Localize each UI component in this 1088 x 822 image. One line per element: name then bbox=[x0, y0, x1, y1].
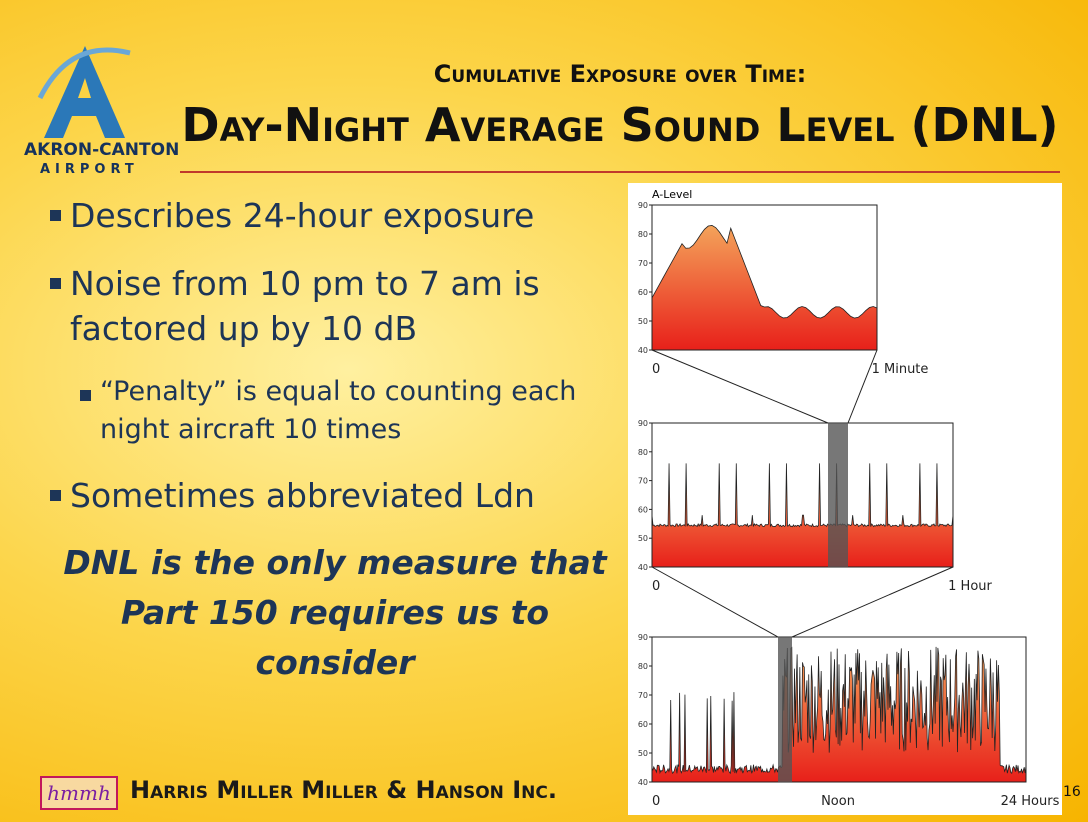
y-tick-label: 90 bbox=[638, 201, 648, 210]
connector bbox=[651, 566, 779, 638]
y-tick-label: 40 bbox=[638, 563, 648, 572]
y-tick-label: 70 bbox=[638, 477, 648, 486]
page-number: 16 bbox=[1063, 784, 1081, 800]
bullet: Sometimes abbreviated Ldn bbox=[50, 473, 630, 518]
zoom-band bbox=[778, 637, 792, 782]
connector bbox=[651, 349, 829, 424]
bullet: Noise from 10 pm to 7 am is factored up … bbox=[50, 261, 630, 351]
y-tick-label: 60 bbox=[638, 720, 648, 729]
y-tick-label: 70 bbox=[638, 259, 648, 268]
x-label: 0 bbox=[652, 794, 660, 809]
y-tick-label: 40 bbox=[638, 778, 648, 787]
noise-trace bbox=[651, 646, 1027, 783]
y-tick-label: 60 bbox=[638, 505, 648, 514]
y-tick-label: 80 bbox=[638, 448, 648, 457]
logo-name: AKRON-CANTON bbox=[24, 140, 180, 160]
emphasis: DNL is the only measure that Part 150 re… bbox=[63, 543, 607, 682]
company: Harris Miller Miller & Hanson Inc. bbox=[130, 776, 557, 804]
y-tick-label: 70 bbox=[638, 691, 648, 700]
sub-bullet: “Penalty” is equal to counting each nigh… bbox=[80, 373, 610, 449]
y-axis-label: A-Level bbox=[652, 188, 692, 201]
x-label: 1 Hour bbox=[948, 579, 992, 594]
noise-trace bbox=[651, 463, 954, 568]
zoom-band bbox=[828, 423, 848, 567]
y-tick-label: 60 bbox=[638, 288, 648, 297]
x-label: 0 bbox=[652, 362, 660, 377]
bullet: Describes 24-hour exposure bbox=[50, 193, 630, 238]
kicker: Cumulative Exposure over Time: bbox=[433, 60, 807, 88]
logo-sub: AIRPORT bbox=[40, 162, 139, 177]
y-tick-label: 90 bbox=[638, 419, 648, 428]
y-tick-label: 90 bbox=[638, 633, 648, 642]
y-tick-label: 40 bbox=[638, 346, 648, 355]
panel-frame bbox=[651, 422, 954, 568]
panel-frame bbox=[651, 204, 878, 351]
x-label: 1 Minute bbox=[872, 362, 929, 377]
y-tick-label: 50 bbox=[638, 317, 648, 326]
y-tick-label: 50 bbox=[638, 749, 648, 758]
x-label: 24 Hours bbox=[1001, 794, 1060, 809]
connector bbox=[847, 349, 878, 424]
y-tick-label: 80 bbox=[638, 230, 648, 239]
title: Day-Night Average Sound Level (DNL) bbox=[181, 98, 1059, 152]
x-label: Noon bbox=[821, 794, 855, 809]
x-label: 0 bbox=[652, 579, 660, 594]
connector bbox=[791, 566, 954, 638]
y-tick-label: 80 bbox=[638, 662, 648, 671]
noise-trace bbox=[651, 225, 878, 351]
panel-frame bbox=[651, 636, 1027, 783]
footer-logo: hmmh bbox=[40, 776, 118, 810]
logo-mark bbox=[37, 46, 131, 138]
y-tick-label: 50 bbox=[638, 534, 648, 543]
title-rule bbox=[180, 171, 1060, 173]
